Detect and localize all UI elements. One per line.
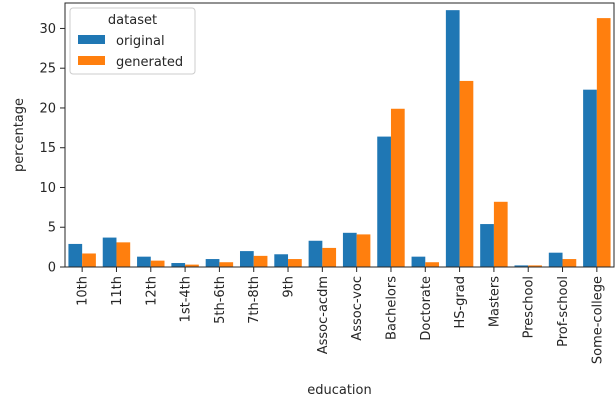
bar-generated-10th xyxy=(82,253,96,267)
bar-original-10th xyxy=(68,243,83,267)
bar-original-Prof-school xyxy=(548,252,563,267)
x-tick-label: 5th-6th xyxy=(213,276,228,324)
bar-generated-7th-8th xyxy=(253,255,268,267)
bar-original-Bachelors xyxy=(377,136,391,267)
bar-generated-HS-grad xyxy=(459,80,474,268)
y-tick-label: 5 xyxy=(48,221,56,236)
legend-title: dataset xyxy=(108,13,157,28)
x-tick-label: Masters xyxy=(487,276,502,327)
bar-generated-12th xyxy=(150,260,165,267)
x-tick-label: 12th xyxy=(144,276,159,306)
bar-original-Masters xyxy=(480,224,494,267)
x-tick-label: Preschool xyxy=(522,276,537,338)
y-tick-label: 15 xyxy=(39,141,56,156)
y-axis-ticks: 0 5 10 15 20 25 30 xyxy=(39,22,65,276)
x-tick-label: Assoc-acdm xyxy=(316,276,331,354)
bar-original-Assoc-acdm xyxy=(308,240,323,267)
x-tick-label: 10th xyxy=(76,276,91,306)
bar-generated-Doctorate xyxy=(425,262,440,267)
x-tick-label: Some-college xyxy=(590,276,605,364)
bar-original-9th xyxy=(274,254,289,267)
bar-original-Some-college xyxy=(583,89,597,267)
bar-generated-11th xyxy=(116,242,131,267)
x-tick-label: 11th xyxy=(110,276,125,306)
bar-original-Preschool xyxy=(514,265,529,267)
bar-original-11th xyxy=(102,237,117,267)
bar-generated-Bachelors xyxy=(390,108,405,267)
legend: dataset original generated xyxy=(69,7,196,75)
bar-generated-9th xyxy=(288,259,302,267)
bar-original-5th-6th xyxy=(205,259,220,267)
x-tick-label: HS-grad xyxy=(453,276,468,329)
bar-generated-Prof-school xyxy=(562,259,577,267)
bars-layer xyxy=(68,10,611,268)
y-tick-label: 20 xyxy=(39,101,56,116)
bar-generated-Assoc-acdm xyxy=(322,247,337,267)
plot-frame xyxy=(64,2,615,268)
legend-swatch-generated xyxy=(78,56,105,65)
x-tick-label: Prof-school xyxy=(556,276,571,347)
legend-label-generated: generated xyxy=(116,55,183,70)
x-axis-ticks: 10th 11th 12th 1st-4th 5th-6th 7th-8th 9th Asso… xyxy=(76,267,605,364)
y-tick-label: 30 xyxy=(39,22,56,37)
y-tick-label: 10 xyxy=(39,181,56,196)
x-tick-label: Assoc-voc xyxy=(350,276,365,341)
legend-swatch-original xyxy=(78,35,105,44)
y-axis-label: percentage xyxy=(12,98,27,172)
x-axis-label: education xyxy=(307,383,372,398)
bar-original-12th xyxy=(137,256,151,267)
x-tick-label: 1st-4th xyxy=(179,276,194,322)
y-tick-label: 25 xyxy=(39,62,56,77)
bar-generated-Preschool xyxy=(528,265,542,267)
x-tick-label: 9th xyxy=(282,276,297,298)
x-tick-label: 7th-8th xyxy=(247,276,262,324)
x-tick-label: Doctorate xyxy=(419,276,434,341)
bar-original-1st-4th xyxy=(171,263,186,267)
bar-generated-1st-4th xyxy=(185,264,199,267)
y-tick-label: 0 xyxy=(48,261,56,276)
bar-original-Doctorate xyxy=(411,256,426,267)
bar-generated-Assoc-voc xyxy=(356,234,371,267)
bar-generated-Masters xyxy=(493,201,508,267)
bar-original-Assoc-voc xyxy=(342,232,357,267)
legend-label-original: original xyxy=(116,34,165,49)
bar-generated-Some-college xyxy=(596,18,611,268)
x-tick-label: Bachelors xyxy=(384,276,399,340)
bar-original-HS-grad xyxy=(445,10,460,268)
bar-original-7th-8th xyxy=(239,251,254,267)
bar-generated-5th-6th xyxy=(219,262,234,267)
